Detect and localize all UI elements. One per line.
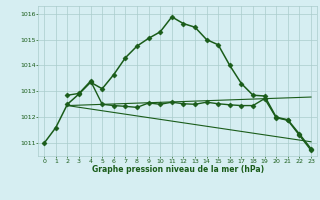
X-axis label: Graphe pression niveau de la mer (hPa): Graphe pression niveau de la mer (hPa) [92,165,264,174]
